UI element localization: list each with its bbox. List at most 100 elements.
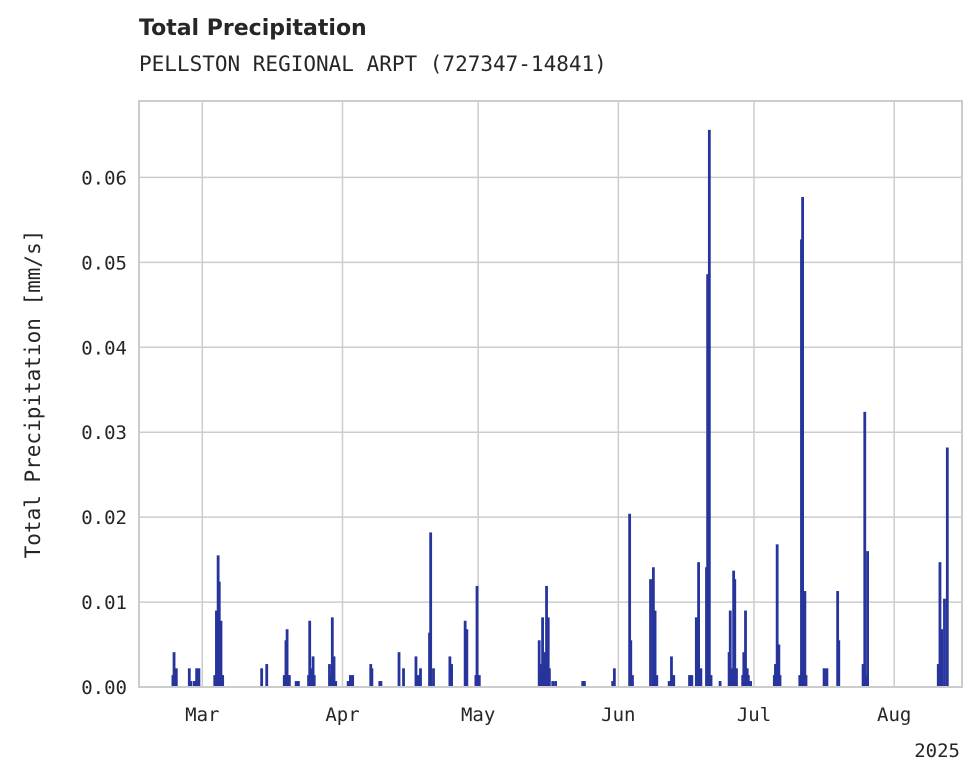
precip-bar bbox=[287, 675, 291, 687]
precip-bar bbox=[945, 447, 949, 687]
precip-bar bbox=[219, 620, 223, 687]
y-tick-label: 0.02 bbox=[81, 507, 127, 529]
precip-bar bbox=[583, 681, 586, 687]
y-axis-ticks: 0.00 0.01 0.02 0.03 0.04 0.05 0.06 bbox=[81, 167, 127, 699]
precip-bar bbox=[775, 544, 779, 687]
precip-bar bbox=[432, 668, 435, 687]
precip-bar bbox=[612, 668, 616, 687]
precip-bar bbox=[537, 640, 541, 687]
precip-bar bbox=[419, 668, 422, 687]
precip-bar bbox=[863, 411, 867, 687]
precip-bar bbox=[294, 681, 298, 687]
precip-bar bbox=[332, 656, 336, 687]
precip-bar bbox=[217, 581, 221, 687]
y-tick-label: 0.06 bbox=[81, 167, 127, 189]
y-tick-label: 0.05 bbox=[81, 252, 127, 274]
precip-bar bbox=[861, 664, 865, 687]
precip-bar bbox=[611, 681, 615, 687]
plot-frame bbox=[138, 100, 963, 688]
precip-bar bbox=[554, 681, 557, 687]
precip-bar bbox=[628, 513, 632, 687]
precip-bar bbox=[379, 681, 383, 687]
precip-bar bbox=[801, 196, 805, 687]
x-tick-label: Apr bbox=[325, 704, 359, 726]
precip-bar bbox=[718, 681, 722, 687]
precip-bar bbox=[670, 656, 673, 687]
precip-bar bbox=[798, 675, 802, 687]
precip-bar bbox=[538, 664, 542, 687]
y-tick-label: 0.03 bbox=[81, 422, 127, 444]
precip-bar bbox=[837, 640, 841, 687]
precip-bar bbox=[631, 675, 634, 687]
precip-bar bbox=[733, 579, 737, 687]
precip-bar bbox=[429, 532, 433, 687]
precip-bar bbox=[742, 652, 746, 687]
precip-bar bbox=[551, 681, 555, 687]
precip-bar bbox=[699, 668, 703, 687]
precip-bar bbox=[864, 675, 868, 687]
precip-bar bbox=[346, 681, 350, 687]
precip-bar bbox=[822, 668, 826, 687]
precipitation-bars bbox=[171, 129, 949, 687]
precip-bar bbox=[940, 629, 944, 687]
grid-lines bbox=[139, 101, 962, 688]
precip-bar bbox=[213, 675, 217, 687]
precip-bar bbox=[402, 668, 405, 687]
precip-bar bbox=[697, 562, 700, 687]
precip-bar bbox=[746, 675, 750, 687]
precip-bar bbox=[836, 591, 840, 687]
precip-bar bbox=[547, 668, 551, 687]
precip-bar bbox=[221, 675, 225, 687]
precip-bar bbox=[414, 656, 418, 687]
x-tick-label: Mar bbox=[185, 704, 219, 726]
precip-bar bbox=[744, 610, 747, 687]
precip-bar bbox=[581, 681, 585, 687]
precip-bar bbox=[936, 664, 940, 687]
precip-bar bbox=[938, 562, 942, 687]
y-tick-label: 0.04 bbox=[81, 337, 127, 359]
precip-bar bbox=[728, 610, 732, 687]
precip-bar bbox=[477, 675, 481, 687]
precip-bar bbox=[541, 617, 544, 687]
precip-bar bbox=[172, 652, 176, 687]
x-tick-label: May bbox=[461, 704, 495, 726]
precip-bar bbox=[311, 656, 315, 687]
x-tick-label: Jun bbox=[601, 704, 635, 726]
precip-bar bbox=[416, 675, 420, 687]
precip-bar bbox=[777, 644, 781, 687]
precip-bar bbox=[265, 664, 269, 687]
precip-bar bbox=[310, 668, 313, 687]
precip-bar bbox=[450, 664, 453, 687]
year-label: 2025 bbox=[914, 740, 960, 762]
precip-bar bbox=[308, 620, 312, 687]
precip-bar bbox=[730, 668, 734, 687]
precip-bar bbox=[351, 675, 355, 687]
precip-bar bbox=[197, 668, 201, 687]
precip-bar bbox=[672, 675, 676, 687]
precip-bar bbox=[943, 598, 946, 687]
precip-bar bbox=[866, 551, 870, 687]
precip-bar bbox=[735, 668, 738, 687]
precip-bar bbox=[312, 675, 316, 687]
precip-bar bbox=[475, 585, 479, 687]
precip-bar bbox=[448, 656, 452, 687]
chart-subtitle: PELLSTON REGIONAL ARPT (727347-14841) bbox=[139, 52, 607, 76]
chart-title: Total Precipitation bbox=[139, 16, 367, 41]
precip-bar bbox=[707, 129, 711, 687]
precip-bar bbox=[215, 610, 218, 687]
precip-bar bbox=[655, 675, 659, 687]
precip-bar bbox=[546, 617, 550, 687]
x-axis-ticks: Mar Apr May Jun Jul Aug bbox=[185, 704, 911, 726]
precip-bar bbox=[804, 675, 808, 687]
precip-bar bbox=[629, 640, 633, 687]
precip-bar bbox=[774, 664, 777, 687]
precip-bar bbox=[825, 668, 829, 687]
precip-bar bbox=[653, 610, 657, 687]
precip-bar bbox=[667, 681, 671, 687]
precip-bar bbox=[174, 668, 178, 687]
precip-bar bbox=[465, 629, 469, 687]
precip-bar bbox=[706, 274, 710, 687]
precip-bar bbox=[192, 681, 196, 687]
y-tick-label: 0.00 bbox=[81, 677, 127, 699]
